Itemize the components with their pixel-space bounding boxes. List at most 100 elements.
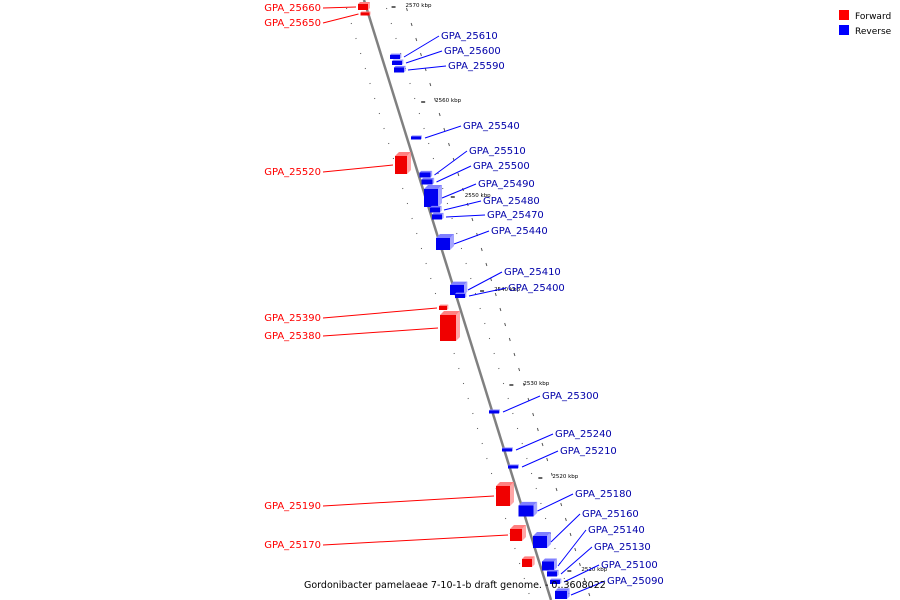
label-leader-line	[322, 307, 438, 319]
guide-dot	[513, 352, 516, 357]
gene-label[interactable]: GPA_25490	[478, 179, 535, 190]
gene-label[interactable]: GPA_25170	[264, 540, 321, 551]
gene-glyph[interactable]	[440, 311, 460, 341]
label-leader-line	[515, 433, 554, 451]
gene-glyph-side	[430, 170, 433, 178]
gene-glyph-top	[421, 177, 435, 180]
gene-glyph-body	[533, 536, 547, 548]
gene-glyph-side	[557, 569, 559, 577]
gene-label[interactable]: GPA_25540	[463, 121, 520, 132]
scale-tick-label: 2530 kbp	[523, 381, 549, 387]
label-leader-line	[434, 150, 468, 176]
gene-glyph[interactable]	[542, 558, 557, 571]
gene-glyph-side	[510, 482, 514, 506]
gene-label[interactable]: GPA_25410	[504, 267, 561, 278]
gene-glyph[interactable]	[439, 304, 449, 310]
gene-label[interactable]: GPA_25520	[264, 167, 321, 178]
gene-label[interactable]: GPA_25610	[441, 31, 498, 42]
gene-glyph-side	[567, 588, 570, 599]
gene-glyph-body	[502, 448, 512, 452]
gene-label[interactable]: GPA_25470	[487, 210, 544, 221]
guide-dot	[471, 217, 474, 222]
gene-label[interactable]: GPA_25390	[264, 313, 321, 324]
gene-glyph-top	[489, 409, 500, 411]
gene-label[interactable]: GPA_25590	[448, 61, 505, 72]
gene-label[interactable]: GPA_25190	[264, 501, 321, 512]
gene-label[interactable]: GPA_25380	[264, 331, 321, 342]
guide-dot	[564, 517, 567, 522]
gene-label[interactable]: GPA_25160	[582, 509, 639, 520]
gene-glyph[interactable]	[432, 212, 444, 220]
gene-glyph-side	[421, 135, 422, 140]
gene-glyph-body	[421, 179, 433, 185]
gene-label[interactable]: GPA_25300	[542, 391, 599, 402]
gene-label[interactable]: GPA_25510	[469, 146, 526, 157]
gene-glyph[interactable]	[392, 59, 404, 65]
gene-glyph-side	[404, 65, 406, 73]
gene-glyph[interactable]	[390, 53, 402, 59]
gene-glyph[interactable]	[358, 2, 370, 10]
gene-glyph[interactable]	[502, 447, 513, 452]
gene-label[interactable]: GPA_25130	[594, 542, 651, 553]
gene-label[interactable]: GPA_25140	[588, 525, 645, 536]
gene-label[interactable]: GPA_25440	[491, 226, 548, 237]
gene-glyph-body	[555, 591, 567, 599]
gene-glyph[interactable]	[424, 185, 442, 207]
gene-label[interactable]: GPA_25240	[555, 429, 612, 440]
label-leader-line	[405, 50, 443, 64]
gene-glyph-side	[554, 558, 557, 571]
gene-glyph-side	[465, 292, 467, 298]
gene-glyph-top	[439, 304, 449, 306]
gene-label[interactable]: GPA_25500	[473, 161, 530, 172]
label-leader-line	[443, 200, 482, 211]
gene-glyph-side	[456, 311, 460, 341]
gene-glyph-body	[360, 12, 370, 16]
guide-dot	[448, 142, 450, 147]
gene-glyph[interactable]	[496, 482, 514, 506]
gene-glyph-top	[432, 212, 444, 215]
gene-glyph[interactable]	[508, 464, 519, 469]
gene-glyph[interactable]	[522, 556, 535, 567]
gene-glyph-body	[510, 529, 522, 541]
gene-glyph[interactable]	[533, 532, 551, 548]
gene-glyph[interactable]	[421, 177, 435, 185]
gene-glyph-body	[424, 189, 438, 207]
gene-glyph[interactable]	[547, 569, 559, 577]
gene-glyph[interactable]	[430, 205, 442, 213]
gene-glyph[interactable]	[360, 11, 371, 16]
gene-label[interactable]: GPA_25480	[483, 196, 540, 207]
gene-label[interactable]: GPA_25600	[444, 46, 501, 57]
gene-glyph[interactable]	[518, 501, 538, 517]
gene-glyph[interactable]	[550, 578, 562, 584]
gene-label[interactable]: GPA_25650	[264, 18, 321, 29]
gene-glyph-top	[533, 532, 551, 536]
gene-label[interactable]: GPA_25660	[264, 3, 321, 14]
gene-glyph-top	[547, 569, 559, 572]
gene-glyph[interactable]	[395, 152, 411, 174]
gene-glyph[interactable]	[489, 409, 500, 414]
label-leader-line	[570, 580, 606, 596]
gene-glyph[interactable]	[450, 281, 468, 295]
gene-label[interactable]: GPA_25210	[560, 446, 617, 457]
gene-glyph-body	[496, 486, 510, 506]
gene-glyph-top	[411, 135, 422, 137]
guide-dot	[588, 592, 591, 597]
gene-label[interactable]: GPA_25100	[601, 560, 658, 571]
gene-label[interactable]: GPA_25180	[575, 489, 632, 500]
gene-glyph[interactable]	[436, 234, 454, 250]
label-leader-line	[445, 214, 486, 218]
gene-label[interactable]: GPA_25090	[607, 576, 664, 587]
gene-label[interactable]: GPA_25400	[508, 283, 565, 294]
gene-glyph-side	[368, 2, 370, 10]
gene-glyph-body	[489, 410, 499, 414]
gene-glyph[interactable]	[555, 588, 570, 599]
guide-dot	[536, 427, 539, 432]
gene-glyph[interactable]	[411, 135, 422, 140]
gene-glyph-side	[532, 556, 535, 567]
label-leader-line	[537, 493, 574, 512]
label-leader-line	[521, 450, 559, 468]
gene-glyph[interactable]	[455, 292, 467, 298]
gene-glyph[interactable]	[510, 525, 526, 541]
gene-glyph[interactable]	[419, 170, 433, 178]
gene-glyph[interactable]	[394, 65, 406, 73]
